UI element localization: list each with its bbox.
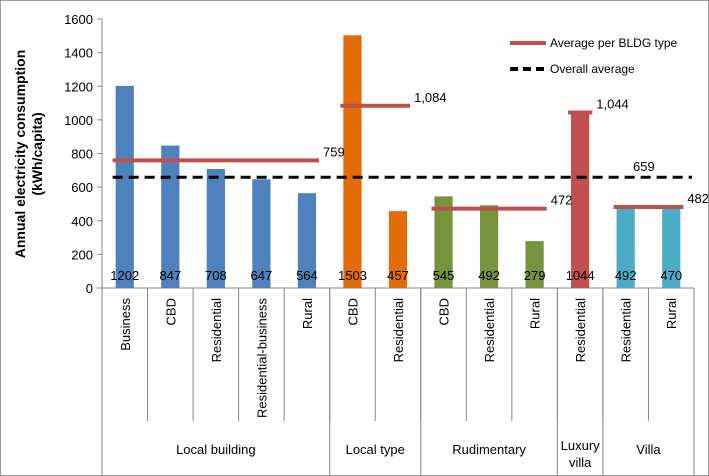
bar	[388, 211, 408, 288]
group-average-label: 472	[551, 193, 573, 208]
bar	[161, 145, 180, 288]
group-average-label: 759	[323, 144, 345, 159]
bar	[343, 35, 362, 289]
bar	[297, 193, 317, 288]
category-label: Residential	[482, 298, 497, 362]
y-tick-label: 1400	[64, 46, 93, 61]
category-label: Residential	[619, 298, 634, 362]
bar	[252, 179, 271, 288]
y-axis-title-line2: (kWh/capita)	[29, 112, 45, 195]
bar-value-label: 492	[615, 268, 637, 283]
category-label: CBD	[437, 298, 452, 325]
bar-value-label: 1503	[338, 268, 367, 283]
bar	[206, 168, 225, 288]
bar	[571, 112, 590, 288]
y-tick-label: 800	[71, 147, 93, 162]
group-average-label: 1,084	[414, 90, 447, 105]
group-label: Luxury	[561, 438, 601, 453]
legend-overall-label: Overall average	[550, 62, 635, 76]
group-label: Rudimentary	[452, 442, 526, 457]
bar-value-label: 545	[433, 268, 455, 283]
category-label: CBD	[163, 298, 178, 325]
category-label: Residential	[391, 298, 406, 362]
bar-value-label: 564	[296, 268, 318, 283]
category-label: CBD	[345, 298, 360, 325]
category-label: Residential	[573, 298, 588, 362]
y-tick-label: 200	[71, 247, 93, 262]
y-tick-label: 0	[86, 281, 93, 296]
overall-average-label: 659	[633, 159, 655, 174]
bar	[525, 241, 544, 288]
bar-value-label: 708	[205, 268, 227, 283]
bar-value-label: 470	[660, 268, 682, 283]
bar-value-label: 647	[251, 268, 273, 283]
y-axis-title-line1: Annual electricity consumption	[12, 50, 28, 258]
bar	[434, 196, 453, 288]
group-label: villa	[569, 455, 592, 470]
bar	[115, 85, 134, 288]
bar-value-label: 1044	[566, 268, 595, 283]
group-average-label: 482	[687, 191, 708, 206]
group-label: Villa	[636, 442, 661, 457]
plot-area: 0 200 400 600 800 1000 1200 1400 1600 759 1,084 472…	[64, 12, 708, 475]
category-label: Rural	[528, 298, 543, 329]
bar-value-label: 492	[478, 268, 500, 283]
category-label: Rural	[664, 298, 679, 329]
y-tick-label: 400	[71, 214, 93, 229]
y-tick-label: 1200	[64, 79, 93, 94]
legend-average-label: Average per BLDG type	[550, 36, 678, 50]
bar	[616, 205, 635, 288]
bar-value-label: 279	[524, 268, 546, 283]
y-axis-title: Annual electricity consumption (kWh/capi…	[12, 50, 45, 258]
category-label: Rural	[300, 298, 315, 329]
y-tick-label: 1600	[64, 12, 93, 27]
bar	[662, 208, 681, 288]
bar-value-label: 1202	[110, 268, 139, 283]
bar-value-label: 457	[387, 268, 409, 283]
group-average-label: 1,044	[596, 96, 629, 111]
bar	[479, 205, 499, 288]
y-tick-label: 600	[71, 180, 93, 195]
category-label: Residential-business	[254, 298, 269, 418]
legend: Average per BLDG type Overall average	[510, 36, 678, 76]
y-tick-label: 1000	[64, 113, 93, 128]
bar-value-label: 847	[159, 268, 181, 283]
group-label: Local building	[176, 442, 256, 457]
category-label: Business	[118, 298, 133, 351]
category-label: Residential	[209, 298, 224, 362]
group-label: Local type	[346, 442, 405, 457]
